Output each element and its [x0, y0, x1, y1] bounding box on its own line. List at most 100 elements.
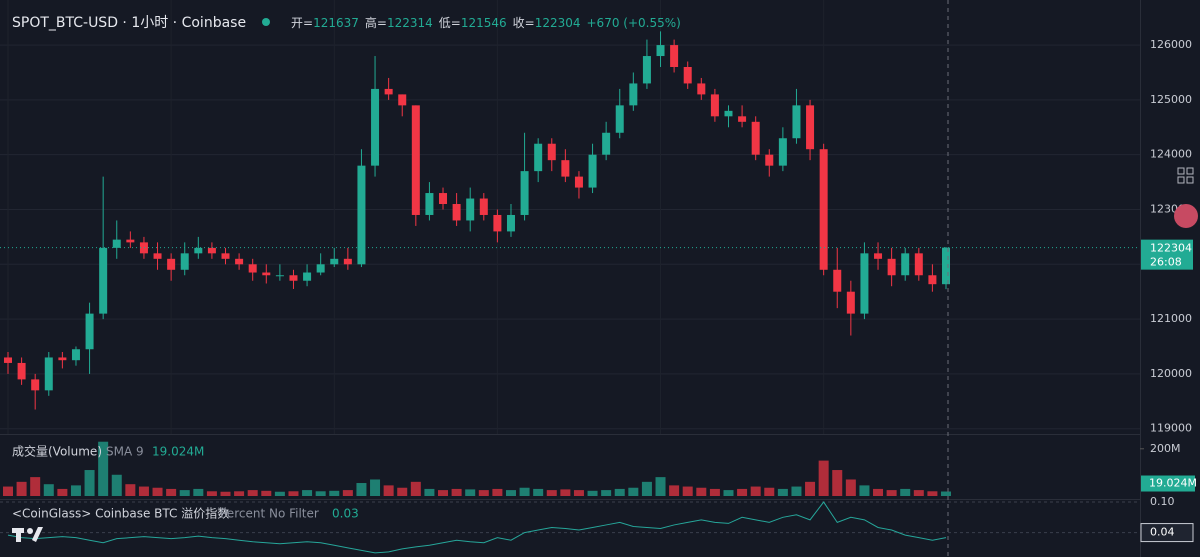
y-tick-label: 126000 [1150, 38, 1192, 51]
y-tick-label: 121000 [1150, 312, 1192, 325]
candle-body [31, 379, 40, 391]
volume-bar [900, 488, 911, 496]
volume-bar [696, 487, 707, 496]
candle-body [343, 258, 352, 265]
volume-last-tag [1141, 475, 1195, 492]
volume-bar [845, 479, 856, 496]
y-tick-label: 120000 [1150, 367, 1192, 380]
candle-body [724, 110, 733, 117]
indicator-subtitle: Percent No Filter [220, 507, 319, 521]
candle-body [914, 253, 923, 276]
volume-bar [138, 486, 149, 496]
volume-bar [791, 486, 802, 496]
ohlc-value: 122304 [535, 16, 581, 30]
candle-body [846, 291, 855, 314]
ohlc-label: 收= [513, 16, 535, 30]
candle-body [44, 357, 53, 391]
candle-body [479, 198, 488, 215]
last-price-tag [1141, 239, 1193, 270]
volume-bar [927, 491, 938, 496]
volume-bar [628, 487, 639, 496]
indicator-title: <CoinGlass> Coinbase BTC 溢价指数 [12, 506, 229, 521]
candle-body [248, 264, 257, 273]
candle-body [126, 239, 135, 243]
volume-bar [98, 441, 109, 496]
candle-body [819, 149, 828, 270]
ohlc-value: 121637 [313, 16, 359, 30]
candle-body [384, 88, 393, 95]
chart-title: SPOT_BTC-USD · 1小时 · Coinbase [12, 15, 246, 31]
candle-body [656, 45, 665, 57]
candle-body [221, 253, 230, 259]
volume-bar [886, 490, 897, 496]
candle-body [697, 83, 706, 95]
volume-bar [805, 481, 816, 496]
volume-bar [84, 470, 95, 496]
volume-bar [859, 485, 870, 496]
volume-bar [505, 490, 516, 496]
sma-value: 19.024M [152, 445, 204, 459]
candle-body [235, 258, 244, 265]
candle-body [289, 275, 298, 281]
status-dot [262, 18, 270, 26]
candle-body [303, 272, 312, 281]
indicator-line [7, 501, 947, 554]
candle-body [17, 362, 26, 380]
candle-body [642, 56, 651, 84]
candle-body [887, 258, 896, 276]
volume-bar [777, 488, 788, 496]
last-price-label: 122304 [1150, 242, 1192, 255]
candle-body [561, 160, 570, 177]
candle-body [207, 247, 216, 254]
volume-bar [737, 488, 748, 496]
candle-body [411, 105, 420, 215]
volume-title: 成交量(Volume) [12, 444, 102, 459]
volume-bar [370, 479, 381, 496]
ohlc-label: 低= [439, 16, 461, 30]
tv-logo [12, 527, 43, 542]
candle-body [683, 66, 692, 84]
volume-bar [234, 491, 245, 496]
candle-body [602, 132, 611, 155]
candle-body [792, 105, 801, 139]
candle-body [371, 88, 380, 166]
change-value: +670 (+0.55%) [587, 16, 681, 30]
volume-bar [342, 490, 353, 496]
volume-bar [288, 491, 299, 496]
candle-body [901, 253, 910, 276]
candle-body [942, 247, 950, 285]
volume-bar [206, 491, 217, 496]
volume-bar [70, 485, 81, 496]
sma-label: SMA 9 [106, 445, 144, 459]
volume-bar [383, 485, 394, 496]
candle-body [180, 253, 189, 270]
volume-bar [125, 484, 136, 496]
candle-body [71, 349, 80, 361]
candle-body [4, 357, 12, 363]
volume-bar [302, 490, 313, 496]
candle-body [710, 94, 719, 117]
candle-body [275, 275, 284, 277]
candle-body [534, 143, 543, 172]
ohlc-value: 121546 [461, 16, 507, 30]
volume-bar [614, 488, 625, 496]
volume-bar [465, 489, 476, 496]
candle-body [439, 193, 448, 205]
candle-body [466, 198, 475, 221]
volume-bar [587, 490, 598, 496]
candle-body [262, 272, 271, 276]
candle-body [615, 105, 624, 133]
candle-body [452, 204, 461, 221]
volume-last-label: 19.024M [1149, 477, 1197, 490]
volume-bar [818, 460, 829, 496]
candle-body [153, 253, 162, 259]
volume-bar [152, 487, 163, 496]
volume-bar [832, 470, 843, 496]
volume-bar [451, 488, 462, 496]
volume-bar [641, 481, 652, 496]
volume-bar [166, 488, 177, 496]
volume-bar [356, 483, 367, 496]
candle-body [99, 247, 108, 314]
